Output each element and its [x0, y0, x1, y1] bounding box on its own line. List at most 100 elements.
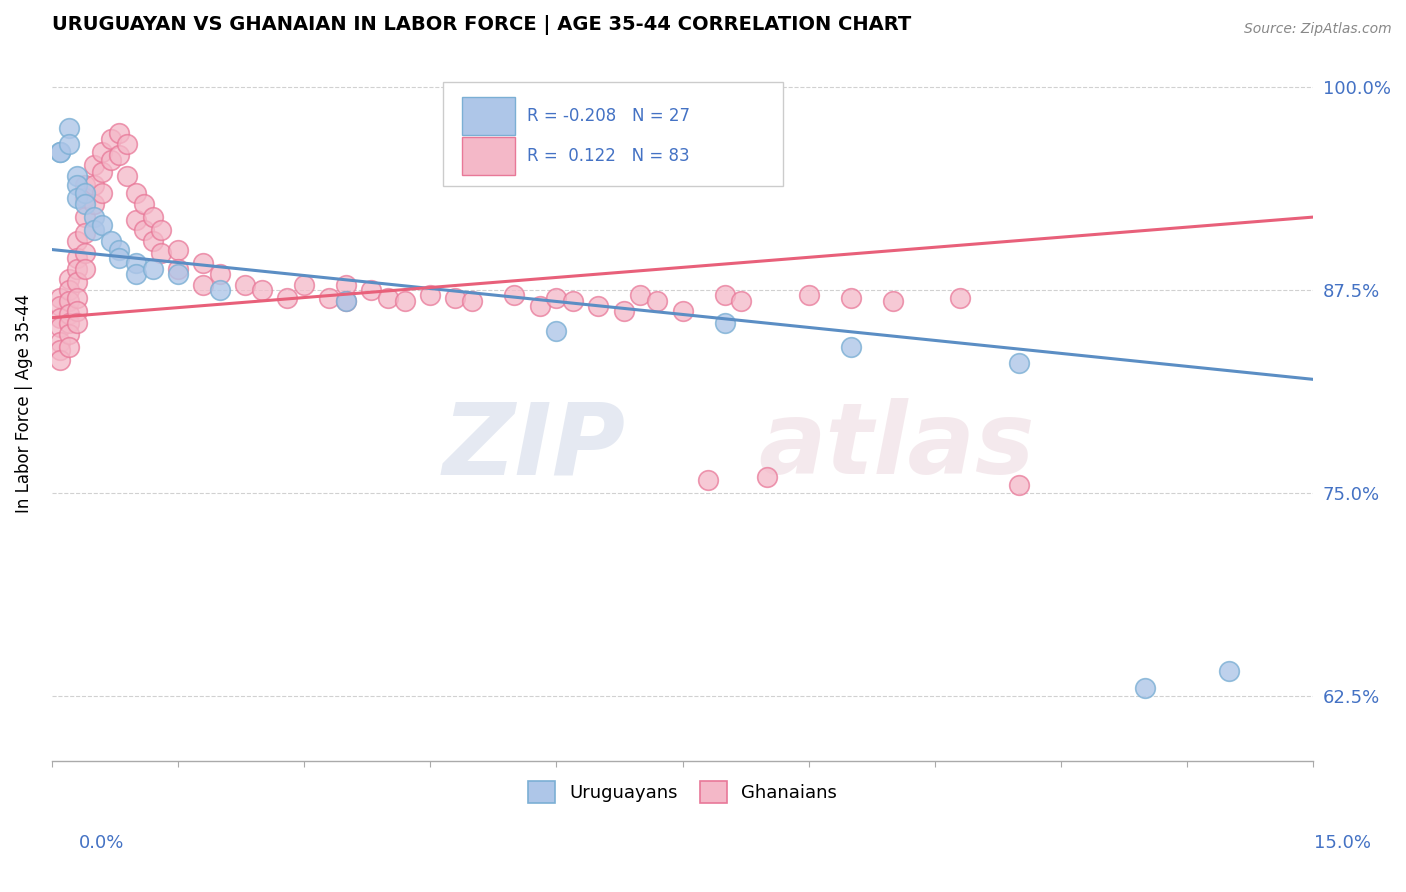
- Point: [66, 316, 89, 330]
- Point: [949, 291, 972, 305]
- Point: [1218, 665, 1240, 679]
- Point: [66, 235, 89, 249]
- Point: [150, 245, 173, 260]
- Y-axis label: In Labor Force | Age 35-44: In Labor Force | Age 35-44: [15, 294, 32, 513]
- Text: 0.0%: 0.0%: [79, 834, 124, 852]
- Point: [613, 304, 636, 318]
- Point: [75, 178, 97, 192]
- Point: [335, 278, 357, 293]
- Point: [191, 278, 214, 293]
- Point: [75, 197, 97, 211]
- Point: [49, 145, 72, 160]
- FancyBboxPatch shape: [443, 82, 783, 186]
- Point: [444, 291, 467, 305]
- Point: [208, 283, 231, 297]
- Point: [461, 294, 484, 309]
- Point: [58, 326, 80, 341]
- Point: [360, 283, 382, 297]
- Point: [66, 191, 89, 205]
- Point: [125, 255, 148, 269]
- Text: Source: ZipAtlas.com: Source: ZipAtlas.com: [1244, 22, 1392, 37]
- Point: [276, 291, 298, 305]
- Point: [713, 316, 735, 330]
- Point: [419, 288, 441, 302]
- Point: [100, 153, 122, 168]
- Point: [546, 324, 568, 338]
- Point: [91, 164, 114, 178]
- Point: [58, 283, 80, 297]
- Point: [696, 473, 718, 487]
- Point: [167, 243, 190, 257]
- Point: [335, 294, 357, 309]
- Point: [671, 304, 693, 318]
- Point: [58, 340, 80, 354]
- Point: [91, 186, 114, 200]
- Point: [66, 304, 89, 318]
- Point: [529, 299, 551, 313]
- Point: [75, 262, 97, 277]
- Text: ZIP: ZIP: [443, 398, 626, 495]
- Point: [75, 210, 97, 224]
- Point: [66, 169, 89, 184]
- Text: 15.0%: 15.0%: [1315, 834, 1371, 852]
- Point: [75, 245, 97, 260]
- Point: [49, 320, 72, 334]
- Text: URUGUAYAN VS GHANAIAN IN LABOR FORCE | AGE 35-44 CORRELATION CHART: URUGUAYAN VS GHANAIAN IN LABOR FORCE | A…: [52, 15, 911, 35]
- Point: [58, 271, 80, 285]
- Point: [75, 227, 97, 241]
- Point: [125, 267, 148, 281]
- Point: [108, 251, 131, 265]
- Point: [49, 334, 72, 349]
- Point: [142, 210, 165, 224]
- Text: atlas: atlas: [758, 398, 1035, 495]
- Point: [75, 191, 97, 205]
- Point: [1008, 478, 1031, 492]
- Point: [66, 275, 89, 289]
- Legend: Uruguayans, Ghanaians: Uruguayans, Ghanaians: [519, 772, 846, 813]
- Point: [588, 299, 610, 313]
- Point: [58, 136, 80, 151]
- Point: [394, 294, 416, 309]
- Point: [58, 120, 80, 135]
- Point: [882, 294, 904, 309]
- Point: [91, 218, 114, 232]
- Point: [191, 255, 214, 269]
- Point: [66, 178, 89, 192]
- Point: [1008, 356, 1031, 370]
- Point: [108, 126, 131, 140]
- Point: [125, 213, 148, 227]
- Point: [150, 223, 173, 237]
- Point: [58, 308, 80, 322]
- Point: [730, 294, 752, 309]
- Point: [134, 223, 156, 237]
- Point: [49, 291, 72, 305]
- Point: [58, 316, 80, 330]
- Point: [335, 294, 357, 309]
- Point: [75, 186, 97, 200]
- Point: [108, 148, 131, 162]
- FancyBboxPatch shape: [461, 136, 515, 175]
- Point: [83, 210, 105, 224]
- Point: [713, 288, 735, 302]
- Point: [125, 186, 148, 200]
- Point: [49, 352, 72, 367]
- Point: [377, 291, 399, 305]
- Point: [562, 294, 585, 309]
- Point: [100, 235, 122, 249]
- Point: [546, 291, 568, 305]
- Point: [839, 340, 862, 354]
- Point: [645, 294, 668, 309]
- Point: [797, 288, 820, 302]
- Point: [1133, 681, 1156, 695]
- Point: [66, 251, 89, 265]
- Point: [66, 262, 89, 277]
- Text: R = -0.208   N = 27: R = -0.208 N = 27: [527, 107, 690, 125]
- Point: [66, 291, 89, 305]
- Point: [839, 291, 862, 305]
- Point: [49, 299, 72, 313]
- FancyBboxPatch shape: [461, 96, 515, 136]
- Point: [108, 243, 131, 257]
- Point: [117, 136, 139, 151]
- Point: [117, 169, 139, 184]
- Point: [134, 197, 156, 211]
